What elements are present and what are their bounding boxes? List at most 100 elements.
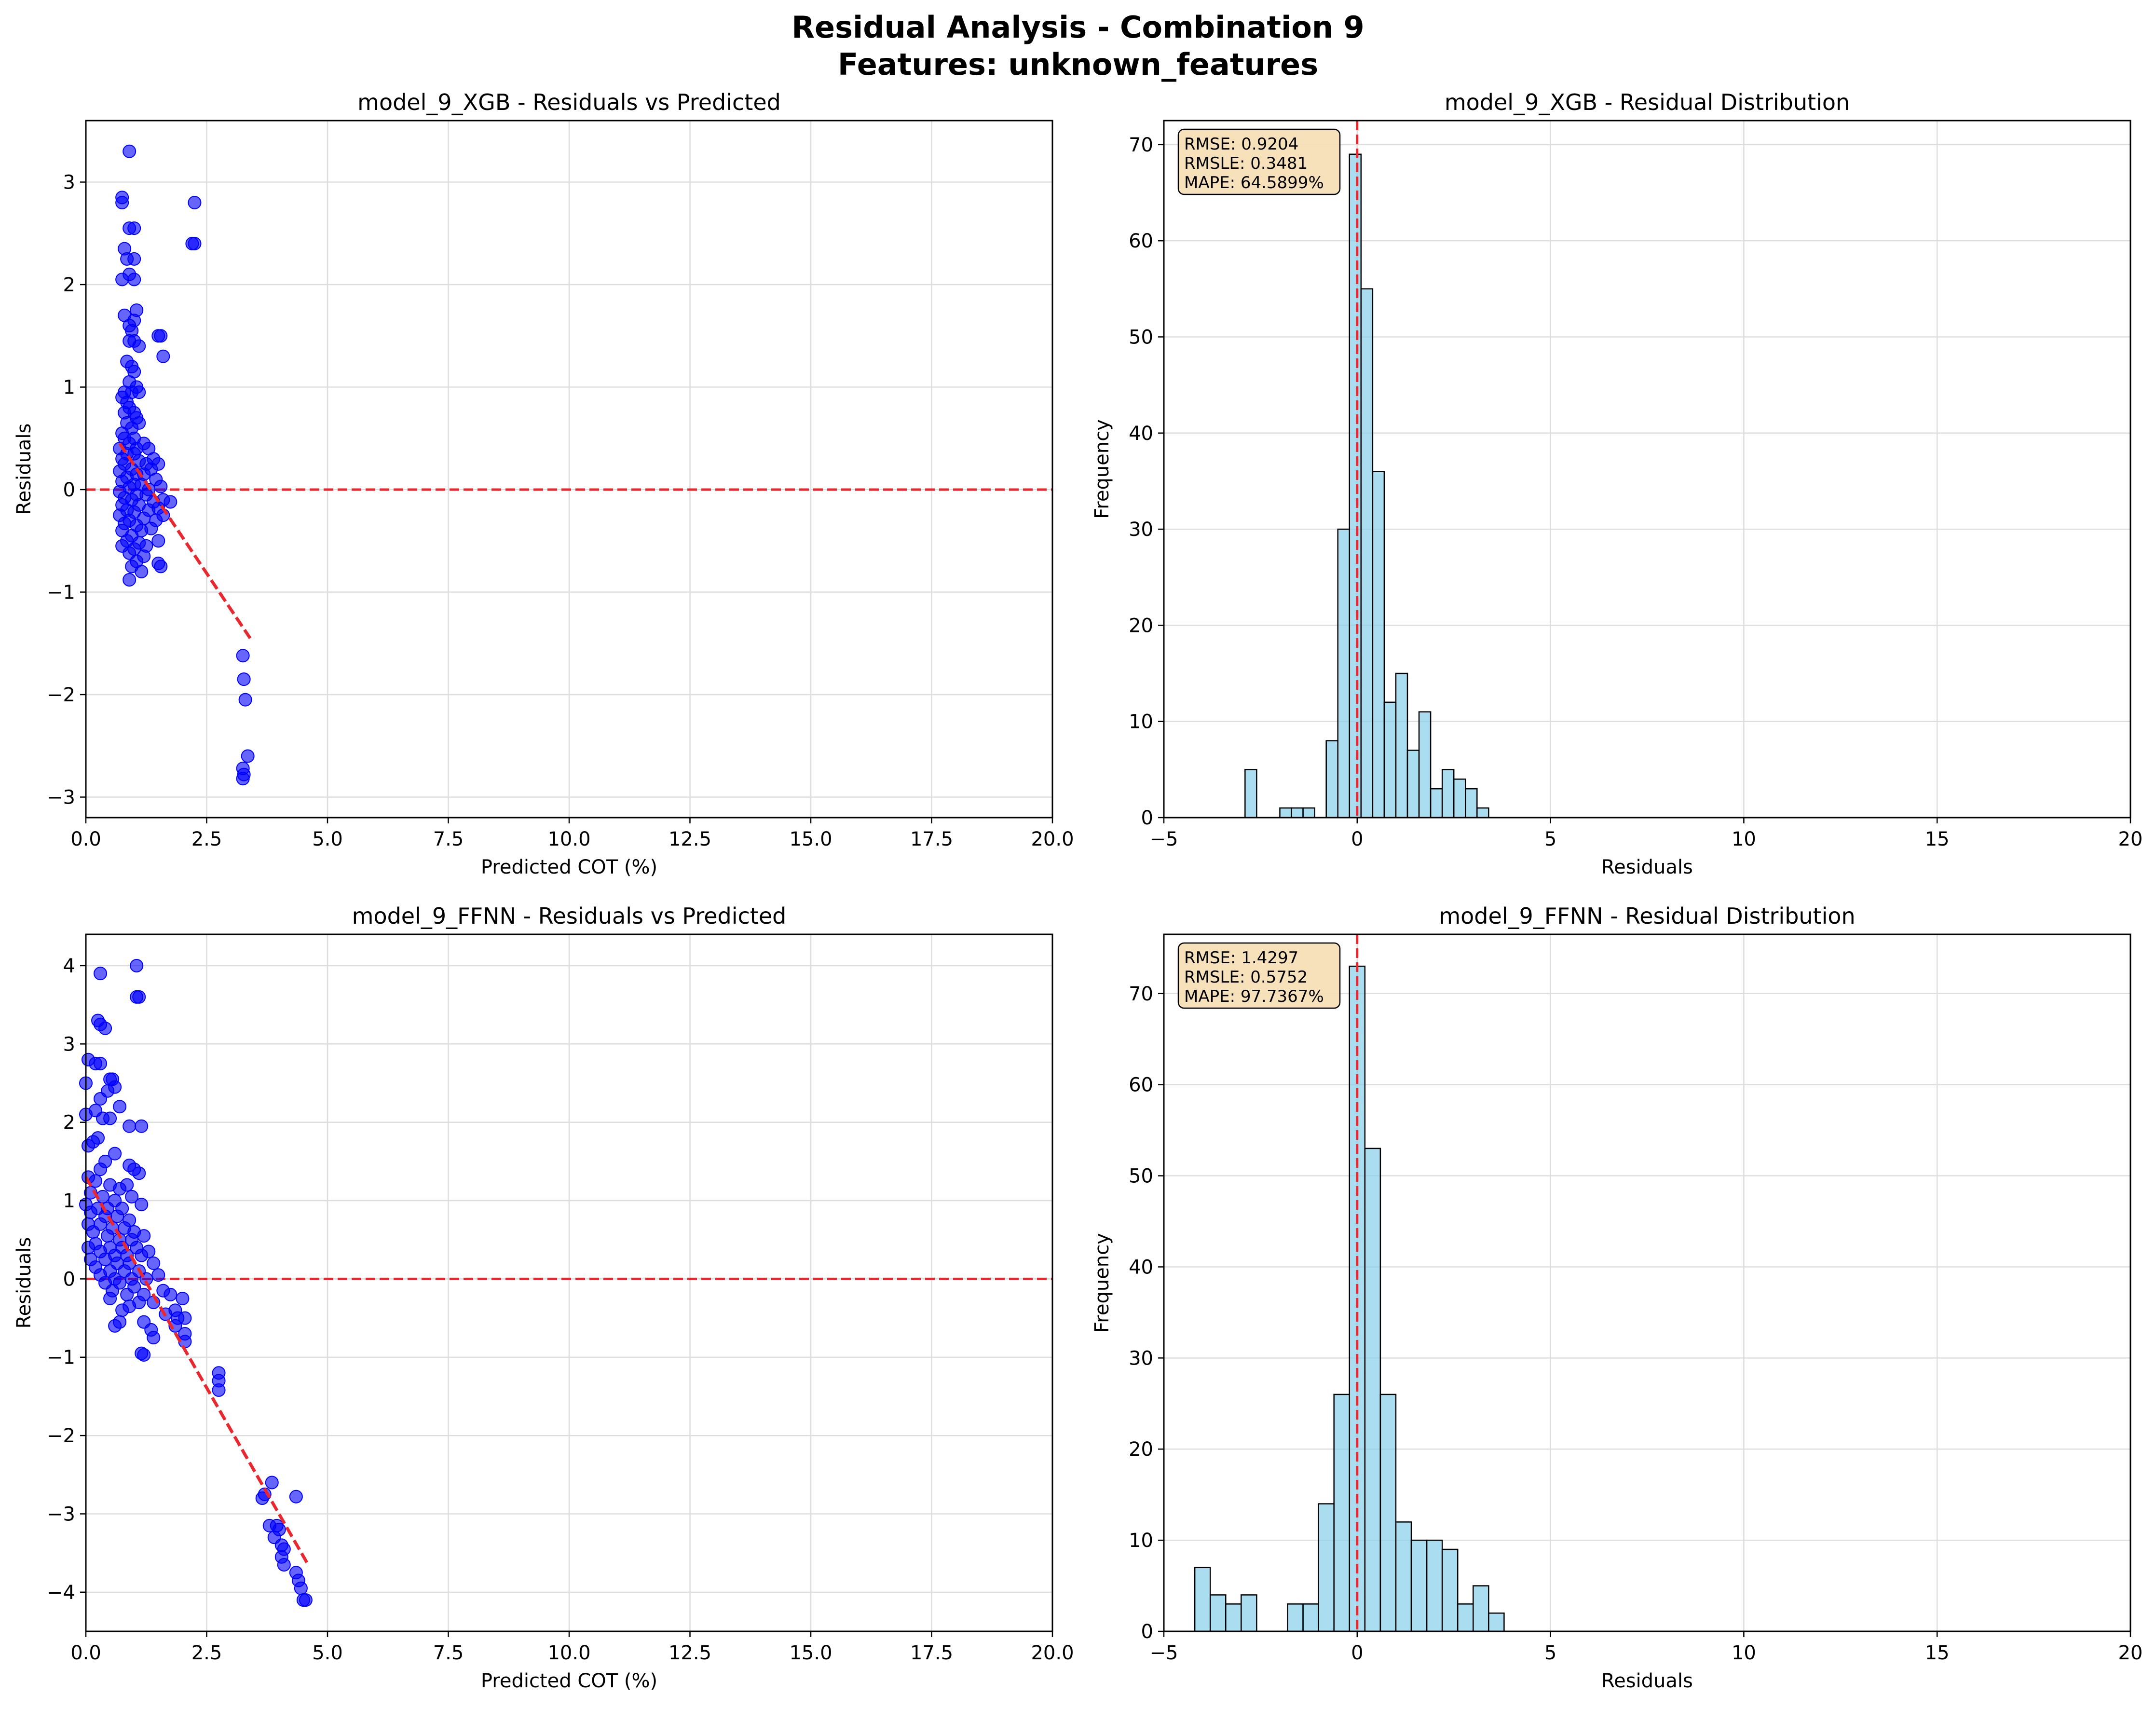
figure-title-line1: Residual Analysis - Combination 9 <box>791 10 1364 45</box>
xgb-hist-bar <box>1325 740 1338 819</box>
ffnn-scatter-ytick-label: 1 <box>63 1190 75 1212</box>
ffnn-scatter-xtick-label: 5.0 <box>312 1642 343 1664</box>
ffnn-hist-bar <box>1457 1603 1474 1632</box>
xgb-scatter-ytick-label: −2 <box>47 684 75 706</box>
xgb-hist-bar <box>1360 288 1374 819</box>
xgb-hist-ytick-label: 0 <box>1141 807 1153 829</box>
xgb-hist-bar <box>1383 701 1397 819</box>
xgb-hist-bar <box>1337 528 1351 819</box>
ffnn-scatter-point <box>299 1593 313 1607</box>
xgb-scatter-ytick-label: −3 <box>47 787 75 809</box>
xgb-hist-ytick-label: 50 <box>1129 326 1153 348</box>
ffnn-hist-ytick-label: 50 <box>1129 1165 1153 1188</box>
xgb-hist-bar <box>1476 807 1489 819</box>
ffnn-hist-ytick-label: 30 <box>1129 1347 1153 1369</box>
xgb-scatter-point <box>154 479 168 493</box>
xgb-hist-ytick-label: 30 <box>1129 519 1153 541</box>
xgb-hist-title: model_9_XGB - Residual Distribution <box>1445 89 1850 115</box>
xgb-hist-bar <box>1279 807 1292 819</box>
xgb-hist-xtick-label: −5 <box>1150 828 1178 850</box>
ffnn-hist-bar <box>1395 1521 1412 1632</box>
ffnn-scatter-point <box>137 1348 151 1362</box>
xgb-scatter-xtick-label: 15.0 <box>789 828 832 850</box>
ffnn-hist-bar <box>1302 1603 1319 1632</box>
xgb-scatter-xlabel: Predicted COT (%) <box>481 856 657 878</box>
xgb-hist-stats-text: RMSLE: 0.3481 <box>1184 154 1308 173</box>
xgb-scatter-xtick-label: 12.5 <box>669 828 711 850</box>
xgb-scatter-ytick-label: −1 <box>47 582 75 604</box>
ffnn-scatter-xtick-label: 12.5 <box>669 1642 711 1664</box>
xgb-scatter-point <box>154 329 168 343</box>
ffnn-scatter-point <box>94 1162 108 1176</box>
xgb-hist-stats-text: RMSE: 0.9204 <box>1184 135 1298 154</box>
xgb-hist-axes-frame <box>1163 120 2131 819</box>
ffnn-hist-bar <box>1473 1585 1489 1632</box>
ffnn-scatter-xtick-label: 0.0 <box>70 1642 101 1664</box>
ffnn-hist-bar <box>1364 1148 1381 1632</box>
ffnn-scatter-xtick-label: 17.5 <box>910 1642 953 1664</box>
ffnn-hist-xtick-label: 20 <box>2118 1642 2143 1664</box>
xgb-hist-bar <box>1372 471 1385 819</box>
xgb-hist-ytick-label: 60 <box>1129 230 1153 252</box>
ffnn-hist-bar <box>1194 1567 1211 1632</box>
ffnn-scatter-point <box>110 1209 124 1223</box>
xgb-scatter-point <box>123 144 136 158</box>
xgb-scatter-trend-line <box>118 442 252 639</box>
ffnn-scatter-xtick-label: 10.0 <box>547 1642 590 1664</box>
ffnn-scatter-point <box>147 1331 161 1345</box>
ffnn-scatter-ytick-label: 2 <box>63 1112 75 1134</box>
ffnn-hist-ytick-label: 10 <box>1129 1530 1153 1552</box>
xgb-scatter-point <box>238 693 252 707</box>
ffnn-hist-xtick-label: 5 <box>1544 1642 1556 1664</box>
xgb-scatter-xtick-label: 7.5 <box>433 828 464 850</box>
ffnn-scatter-point <box>135 1198 149 1212</box>
ffnn-scatter-point <box>120 1178 134 1192</box>
ffnn-scatter-point <box>101 1229 115 1243</box>
xgb-scatter-xtick-label: 5.0 <box>312 828 343 850</box>
ffnn-scatter-point <box>98 1021 112 1035</box>
ffnn-scatter-point <box>289 1490 303 1504</box>
xgb-scatter-point <box>188 237 202 250</box>
xgb-scatter-point <box>188 196 202 209</box>
ffnn-scatter-point <box>115 1303 129 1317</box>
xgb-hist-bar <box>1349 153 1362 819</box>
xgb-scatter-point <box>241 749 255 763</box>
xgb-scatter-ytick-label: 3 <box>63 172 75 194</box>
ffnn-scatter-xlabel: Predicted COT (%) <box>481 1670 657 1692</box>
ffnn-hist-stats-text: MAPE: 97.7367% <box>1184 987 1324 1006</box>
ffnn-scatter-point <box>277 1558 291 1572</box>
ffnn-scatter-point <box>94 967 108 981</box>
xgb-scatter-xtick-label: 17.5 <box>910 828 953 850</box>
ffnn-hist-stats-text: RMSE: 1.4297 <box>1184 948 1298 968</box>
ffnn-scatter-ytick-label: 0 <box>63 1268 75 1290</box>
ffnn-scatter-ytick-label: 4 <box>63 955 75 977</box>
ffnn-hist-bar <box>1426 1539 1443 1632</box>
xgb-hist-stats-text: MAPE: 64.5899% <box>1184 173 1324 192</box>
ffnn-scatter-point <box>108 1080 122 1094</box>
ffnn-scatter-title: model_9_FFNN - Residuals vs Predicted <box>352 903 787 929</box>
ffnn-scatter-point <box>94 1056 108 1070</box>
ffnn-scatter-point <box>123 1119 136 1133</box>
xgb-hist-xtick-label: 0 <box>1351 828 1363 850</box>
ffnn-hist-title: model_9_FFNN - Residual Distribution <box>1439 903 1855 929</box>
xgb-hist-xtick-label: 15 <box>1925 828 1950 850</box>
xgb-hist-xtick-label: 10 <box>1732 828 1756 850</box>
xgb-scatter-point <box>236 772 250 786</box>
ffnn-scatter-ytick-label: −4 <box>47 1582 75 1604</box>
xgb-hist-ytick-label: 10 <box>1129 711 1153 733</box>
xgb-scatter-point <box>154 560 168 574</box>
ffnn-scatter-point <box>164 1287 177 1301</box>
ffnn-scatter-ytick-label: 3 <box>63 1033 75 1055</box>
ffnn-scatter-point <box>212 1383 226 1397</box>
ffnn-scatter-xtick-label: 20.0 <box>1031 1642 1074 1664</box>
ffnn-scatter-point <box>108 1147 122 1161</box>
xgb-residuals-vs-predicted-panel: 0.0 2.5 5.0 7.5 10.0 12.5 15.0 17.5 20.0 −3 −2 −1 0 1… <box>13 89 1074 878</box>
ffnn-hist-xtick-label: 15 <box>1925 1642 1950 1664</box>
ffnn-scatter-point <box>132 1166 146 1180</box>
xgb-hist-ytick-label: 70 <box>1129 134 1153 156</box>
xgb-scatter-point <box>135 565 149 578</box>
ffnn-scatter-point <box>135 1119 149 1133</box>
xgb-hist-bar <box>1406 750 1420 819</box>
